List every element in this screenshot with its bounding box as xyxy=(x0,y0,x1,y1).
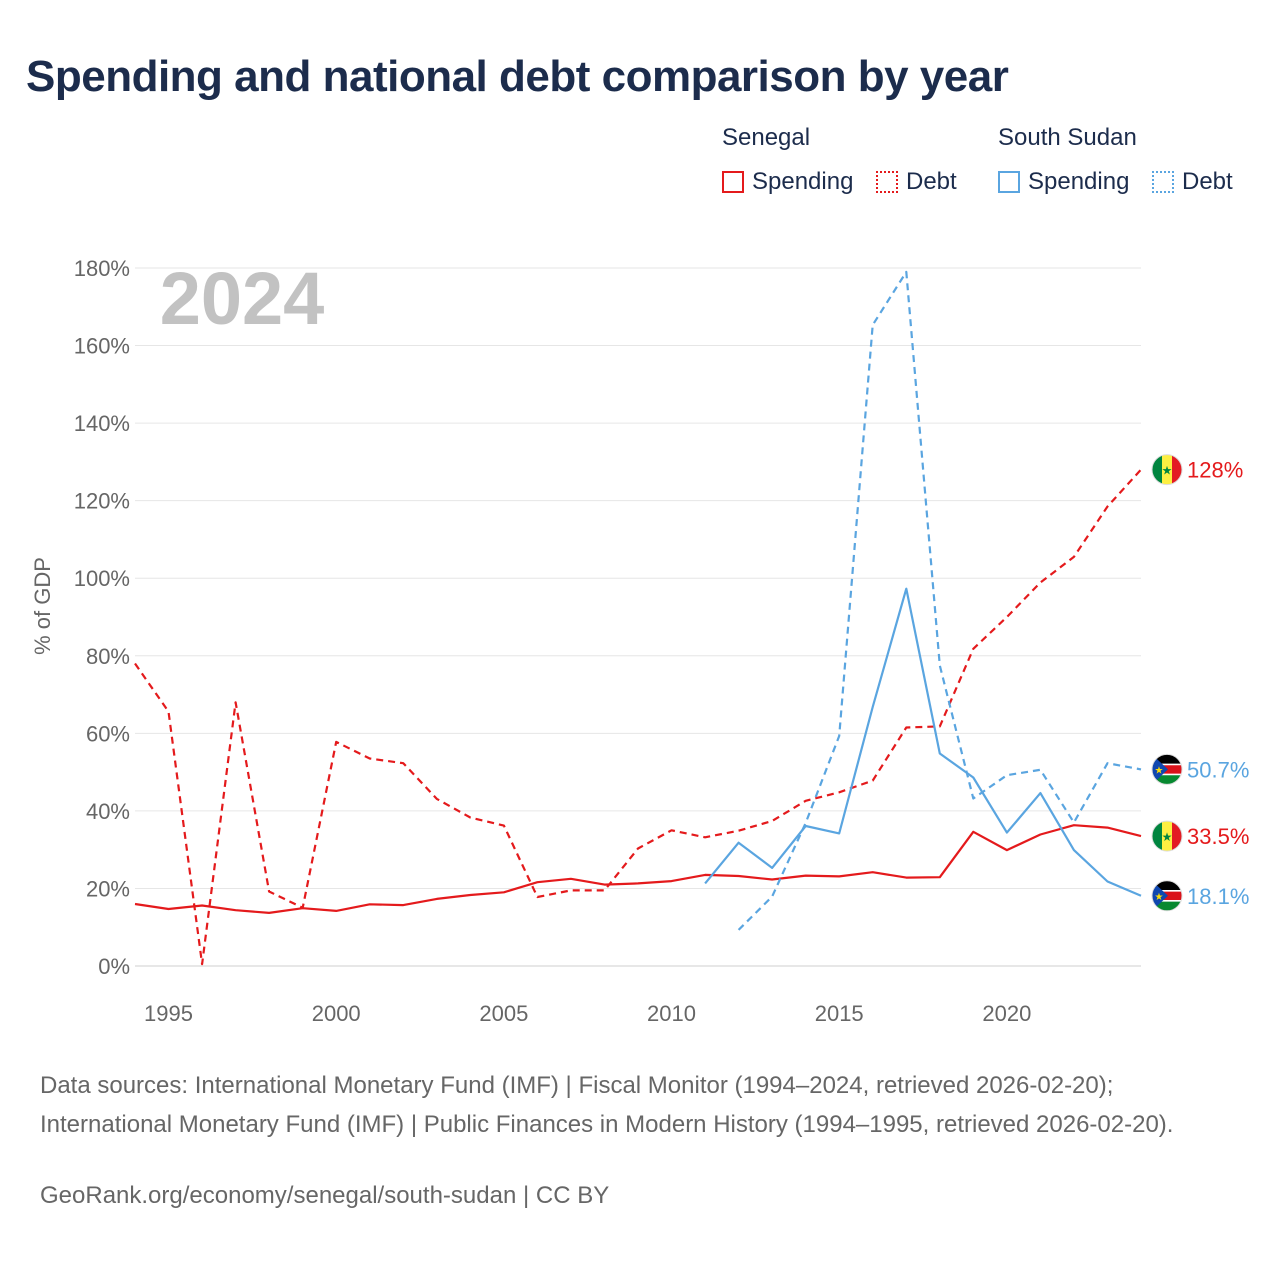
south-sudan-spending-line xyxy=(704,587,1142,897)
senegal-debt-end-label: 128% xyxy=(1187,458,1243,483)
x-tick-label: 2000 xyxy=(312,1001,361,1026)
senegal-debt-line xyxy=(134,468,1142,966)
senegal-spending-line xyxy=(134,824,1142,915)
year-watermark: 2024 xyxy=(160,257,325,340)
senegal-flag-icon: ★ xyxy=(1151,454,1183,486)
legend-label: Debt xyxy=(1182,168,1233,195)
y-tick-label: 160% xyxy=(74,334,130,359)
svg-text:★: ★ xyxy=(1155,765,1164,776)
legend-label: Debt xyxy=(906,168,957,195)
data-sources: Data sources: International Monetary Fun… xyxy=(40,1072,1174,1138)
x-axis: 1995 2000 2005 2010 2015 2020 xyxy=(144,1001,1031,1026)
y-tick-label: 20% xyxy=(86,876,130,901)
x-tick-label: 1995 xyxy=(144,1001,193,1026)
y-tick-label: 40% xyxy=(86,799,130,824)
legend-swatch-dotted-red xyxy=(876,171,898,193)
legend-group-south-sudan: South Sudan xyxy=(998,124,1137,151)
line-chart: 2024 % of GDP 0% 20% 40% 60% 80% 100% 120% 140%… xyxy=(30,256,1249,1026)
legend-group-senegal: Senegal xyxy=(722,124,811,151)
y-tick-label: 180% xyxy=(74,256,130,281)
credit-link[interactable]: GeoRank.org/economy/senegal/south-sudan … xyxy=(40,1182,610,1209)
legend-senegal-debt[interactable]: Debt xyxy=(876,168,957,196)
x-tick-label: 2005 xyxy=(479,1001,528,1026)
legend-swatch-solid-red xyxy=(722,171,744,193)
svg-text:★: ★ xyxy=(1162,464,1173,478)
senegal-spending-end-label: 33.5% xyxy=(1187,824,1249,849)
svg-text:★: ★ xyxy=(1155,892,1164,903)
south-sudan-debt-line xyxy=(737,270,1142,931)
legend-label: Spending xyxy=(752,168,854,195)
south-sudan-debt-end-label: 50.7% xyxy=(1187,757,1249,782)
y-axis-label: % of GDP xyxy=(30,557,55,655)
legend-south-sudan-debt[interactable]: Debt xyxy=(1152,168,1233,196)
y-tick-label: 100% xyxy=(74,566,130,591)
x-tick-label: 2010 xyxy=(647,1001,696,1026)
y-tick-label: 60% xyxy=(86,721,130,746)
svg-text:★: ★ xyxy=(1162,830,1173,844)
end-labels: ★ 33.5% ★ 128% ★ 18.1% ★ 50.7% xyxy=(1151,454,1249,912)
x-tick-label: 2015 xyxy=(815,1001,864,1026)
south-sudan-flag-icon: ★ xyxy=(1151,753,1183,785)
legend-label: Spending xyxy=(1028,168,1130,195)
legend-senegal-spending[interactable]: Spending xyxy=(722,168,853,196)
legend-south-sudan-spending[interactable]: Spending xyxy=(998,168,1129,196)
y-tick-label: 120% xyxy=(74,489,130,514)
y-tick-label: 0% xyxy=(98,954,130,979)
legend-swatch-solid-blue xyxy=(998,171,1020,193)
senegal-flag-icon: ★ xyxy=(1151,820,1183,852)
y-tick-label: 140% xyxy=(74,411,130,436)
series xyxy=(134,270,1142,966)
grid xyxy=(135,267,1141,967)
south-sudan-flag-icon: ★ xyxy=(1151,880,1183,912)
y-axis: 0% 20% 40% 60% 80% 100% 120% 140% 160% 180% xyxy=(74,256,130,979)
legend-swatch-dotted-blue xyxy=(1152,171,1174,193)
y-tick-label: 80% xyxy=(86,644,130,669)
x-tick-label: 2020 xyxy=(982,1001,1031,1026)
chart-title: Spending and national debt comparison by… xyxy=(26,52,1009,101)
south-sudan-spending-end-label: 18.1% xyxy=(1187,884,1249,909)
